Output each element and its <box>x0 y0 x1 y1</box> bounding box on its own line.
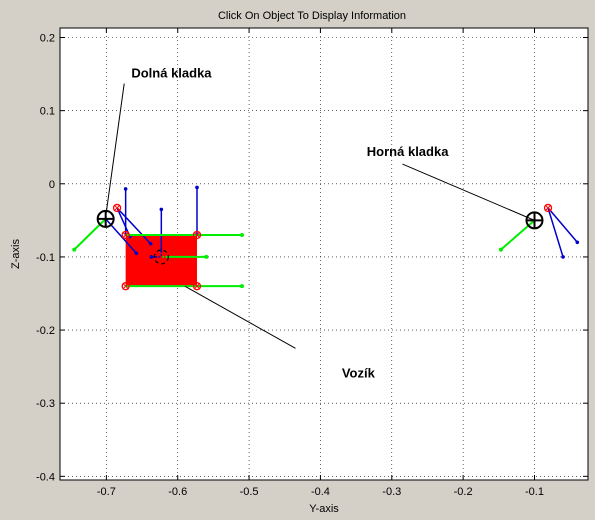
annotation-leader-line <box>105 83 125 217</box>
figure-title: Click On Object To Display Information <box>218 10 406 22</box>
y-tick-label: -0.3 <box>36 398 55 410</box>
x-tick-label: -0.6 <box>168 486 187 498</box>
blue-axis-tip[interactable] <box>575 240 580 245</box>
axes-box <box>59 27 589 481</box>
blue-axis-tip[interactable] <box>561 255 565 259</box>
x-tick-label: -0.4 <box>311 486 330 498</box>
blue-axis-segment[interactable] <box>547 207 564 258</box>
joint-marker[interactable] <box>121 282 130 291</box>
x-axis-title: Y-axis <box>309 503 339 515</box>
green-axis-tip[interactable] <box>239 232 244 237</box>
blue-axis-tip[interactable] <box>149 255 154 259</box>
cart-center-marker[interactable] <box>153 249 169 265</box>
annotation-leader-line <box>402 163 535 221</box>
grid <box>60 28 588 480</box>
y-tick-label: 0 <box>49 179 55 191</box>
x-tick-label: -0.5 <box>240 486 259 498</box>
joint-marker-x[interactable] <box>193 282 201 290</box>
joint-marker-x[interactable] <box>157 253 165 261</box>
joint-marker[interactable] <box>121 230 130 240</box>
annotation-label: Vozík <box>342 366 376 381</box>
joint-marker[interactable] <box>192 282 202 291</box>
joint-marker[interactable] <box>543 203 553 213</box>
joint-marker[interactable] <box>157 252 166 262</box>
y-tick-label: -0.4 <box>36 471 55 483</box>
joint-marker[interactable] <box>192 230 202 240</box>
blue-axis-tip[interactable] <box>134 251 139 256</box>
blue-axis-tip[interactable] <box>195 185 199 190</box>
green-axis-tip[interactable] <box>498 247 503 252</box>
x-tick-label: -0.3 <box>382 486 401 498</box>
x-tick-label: -0.2 <box>454 486 473 498</box>
blue-axis-segment[interactable] <box>116 207 152 245</box>
ticks: -0.7 -0.6 -0.5 -0.4 -0.3 -0.2 -0.1 0.2 0.1 0 -0.1 -… <box>36 28 588 498</box>
annotation-leader-line <box>184 285 296 349</box>
green-axis-tip[interactable] <box>204 254 209 259</box>
blue-axis-segment[interactable] <box>547 207 578 243</box>
joint-marker-x[interactable] <box>122 231 129 239</box>
plot-objects[interactable] <box>72 185 580 291</box>
blue-axis-tip[interactable] <box>159 207 164 212</box>
blue-axis-tip[interactable] <box>123 187 128 191</box>
y-tick-label: -0.2 <box>36 325 55 337</box>
joint-marker[interactable] <box>112 203 122 213</box>
annotation-label: Horná kladka <box>367 144 449 159</box>
joint-marker-x[interactable] <box>122 282 129 290</box>
joint-marker-x[interactable] <box>113 204 121 212</box>
joint-marker-x[interactable] <box>193 231 201 239</box>
joint-marker-x[interactable] <box>544 204 552 212</box>
y-tick-label: -0.1 <box>36 252 55 264</box>
y-tick-label: 0.2 <box>40 33 55 45</box>
blue-axis-tip[interactable] <box>148 241 153 246</box>
annotation-label: Dolná kladka <box>131 66 212 81</box>
green-axis-tip[interactable] <box>72 247 77 252</box>
y-axis-title: Z-axis <box>10 239 22 269</box>
y-tick-label: 0.1 <box>40 106 55 118</box>
green-axis-tip[interactable] <box>239 284 244 289</box>
x-tick-label: -0.1 <box>525 486 544 498</box>
x-tick-label: -0.7 <box>97 486 116 498</box>
annotations: Dolná kladka Horná kladka Vozík <box>105 66 535 381</box>
